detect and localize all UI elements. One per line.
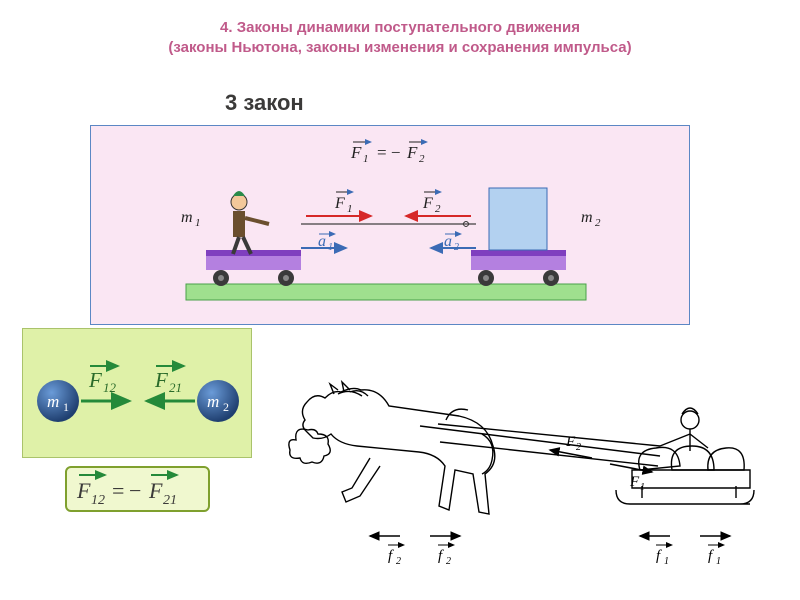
svg-text:1: 1 bbox=[347, 203, 353, 215]
svg-text:1: 1 bbox=[664, 556, 669, 567]
svg-text:F: F bbox=[334, 195, 345, 212]
svg-text:2: 2 bbox=[223, 400, 229, 414]
formula-svg: F12 = − F21 bbox=[67, 466, 208, 512]
svg-text:2: 2 bbox=[396, 556, 401, 567]
svg-text:1: 1 bbox=[195, 217, 201, 229]
svg-text:=: = bbox=[112, 478, 124, 503]
svg-text:21: 21 bbox=[163, 493, 177, 508]
two-masses-svg: m 1 m 2 F12 F21 bbox=[23, 329, 253, 459]
svg-text:F: F bbox=[76, 478, 91, 503]
svg-text:2: 2 bbox=[595, 217, 601, 229]
svg-text:1: 1 bbox=[716, 556, 721, 567]
svg-text:1: 1 bbox=[63, 400, 69, 414]
svg-text:2: 2 bbox=[435, 203, 441, 215]
title-line1: 4. Законы динамики поступательного движе… bbox=[0, 18, 800, 38]
carts-svg: F1 = − F2 m1 m2 F1 F2 a1 a2 bbox=[91, 126, 691, 326]
svg-text:2: 2 bbox=[576, 442, 581, 453]
svg-text:= −: = − bbox=[377, 143, 400, 162]
title-line2: (законы Ньютона, законы изменения и сохр… bbox=[0, 38, 800, 58]
svg-text:m: m bbox=[181, 209, 193, 226]
carts-diagram: F1 = − F2 m1 m2 F1 F2 a1 a2 bbox=[90, 125, 690, 325]
svg-text:f: f bbox=[438, 548, 444, 564]
svg-text:m: m bbox=[581, 209, 593, 226]
svg-text:f: f bbox=[388, 548, 394, 564]
svg-text:F: F bbox=[350, 143, 362, 162]
svg-text:1: 1 bbox=[640, 482, 645, 493]
svg-text:2: 2 bbox=[446, 556, 451, 567]
law-heading: 3 закон bbox=[225, 90, 304, 116]
svg-text:1: 1 bbox=[363, 153, 369, 165]
slide-title: 4. Законы динамики поступательного движе… bbox=[0, 0, 800, 59]
svg-text:12: 12 bbox=[103, 380, 117, 395]
svg-text:m: m bbox=[207, 392, 219, 411]
svg-text:a: a bbox=[444, 233, 452, 250]
formula-box: F12 = − F21 bbox=[65, 466, 210, 512]
svg-text:F: F bbox=[88, 368, 102, 392]
svg-text:21: 21 bbox=[169, 380, 182, 395]
two-masses-diagram: m 1 m 2 F12 F21 bbox=[22, 328, 252, 458]
svg-text:−: − bbox=[129, 478, 141, 503]
svg-text:m: m bbox=[47, 392, 59, 411]
svg-text:F: F bbox=[629, 474, 640, 490]
horse-sled-diagram: F1 F2 f2 f2 f1 f1 bbox=[270, 338, 775, 568]
svg-text:F: F bbox=[565, 434, 576, 450]
svg-text:2: 2 bbox=[454, 242, 459, 253]
svg-text:1: 1 bbox=[328, 242, 333, 253]
svg-text:F: F bbox=[422, 195, 433, 212]
svg-text:F: F bbox=[148, 478, 163, 503]
svg-text:12: 12 bbox=[91, 493, 105, 508]
svg-text:F: F bbox=[406, 143, 418, 162]
svg-text:2: 2 bbox=[419, 153, 425, 165]
svg-text:f: f bbox=[656, 548, 662, 564]
svg-text:a: a bbox=[318, 233, 326, 250]
svg-text:f: f bbox=[708, 548, 714, 564]
horse-sled-svg: F1 F2 f2 f2 f1 f1 bbox=[270, 338, 775, 568]
svg-text:F: F bbox=[154, 368, 168, 392]
